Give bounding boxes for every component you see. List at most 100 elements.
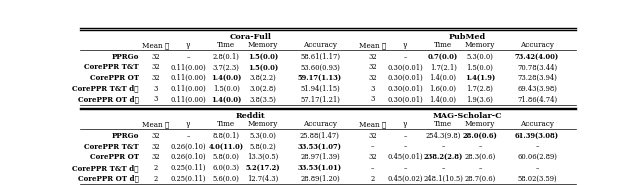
Text: CorePPR OT dℓ: CorePPR OT dℓ <box>78 95 139 103</box>
Text: Time: Time <box>217 41 235 49</box>
Text: 25.88(1.47): 25.88(1.47) <box>300 132 340 140</box>
Text: 5.8(0.2): 5.8(0.2) <box>250 143 276 151</box>
Text: –: – <box>403 143 407 151</box>
Text: 71.86(4.74): 71.86(4.74) <box>517 95 557 103</box>
Text: CorePPR OT: CorePPR OT <box>90 153 139 161</box>
Text: 0.26(0.10): 0.26(0.10) <box>170 143 206 151</box>
Text: Mean ℓ: Mean ℓ <box>359 41 386 49</box>
Text: 238.2(2.8): 238.2(2.8) <box>424 153 463 161</box>
Text: Time: Time <box>217 120 235 128</box>
Text: 0.25(0.11): 0.25(0.11) <box>170 164 206 172</box>
Text: 6.0(0.3): 6.0(0.3) <box>212 164 239 172</box>
Text: Mean ℓ: Mean ℓ <box>359 120 386 128</box>
Text: 1.4(1.9): 1.4(1.9) <box>465 74 495 82</box>
Text: 32: 32 <box>151 153 160 161</box>
Text: 3.8(3.5): 3.8(3.5) <box>250 95 276 103</box>
Text: 32: 32 <box>151 63 160 71</box>
Text: 58.61(1.17): 58.61(1.17) <box>300 53 340 61</box>
Text: γ: γ <box>186 120 190 128</box>
Text: Accuracy: Accuracy <box>520 41 554 49</box>
Text: 73.28(3.94): 73.28(3.94) <box>517 74 557 82</box>
Text: 2: 2 <box>154 164 157 172</box>
Text: 3: 3 <box>154 95 157 103</box>
Text: 28.89(1.20): 28.89(1.20) <box>300 175 340 183</box>
Text: 0.30(0.01): 0.30(0.01) <box>387 85 423 93</box>
Text: 1.6(0.0): 1.6(0.0) <box>429 85 456 93</box>
Text: 1.5(0.0): 1.5(0.0) <box>212 85 239 93</box>
Text: –: – <box>403 53 407 61</box>
Text: 5.3(0.0): 5.3(0.0) <box>467 53 493 61</box>
Text: Reddit: Reddit <box>236 112 266 120</box>
Text: 61.39(3.08): 61.39(3.08) <box>515 132 559 140</box>
Text: 32: 32 <box>368 74 377 82</box>
Text: Accuracy: Accuracy <box>303 41 337 49</box>
Text: Accuracy: Accuracy <box>520 120 554 128</box>
Text: 2.8(0.1): 2.8(0.1) <box>212 53 239 61</box>
Text: 28.3(0.6): 28.3(0.6) <box>465 153 495 161</box>
Text: Memory: Memory <box>248 41 278 49</box>
Text: 58.02(3.59): 58.02(3.59) <box>517 175 557 183</box>
Text: PPRGo: PPRGo <box>111 132 139 140</box>
Text: 5.8(0.0): 5.8(0.0) <box>212 153 239 161</box>
Text: 33.53(1.07): 33.53(1.07) <box>298 143 342 151</box>
Text: 0.11(0.00): 0.11(0.00) <box>170 95 206 103</box>
Text: 0.30(0.01): 0.30(0.01) <box>387 74 423 82</box>
Text: 33.53(1.01): 33.53(1.01) <box>298 164 342 172</box>
Text: Cora-Full: Cora-Full <box>230 33 271 41</box>
Text: 1.4(0.0): 1.4(0.0) <box>211 74 241 82</box>
Text: Time: Time <box>434 41 452 49</box>
Text: 28.7(0.6): 28.7(0.6) <box>465 175 495 183</box>
Text: –: – <box>186 132 190 140</box>
Text: 13.3(0.5): 13.3(0.5) <box>247 153 278 161</box>
Text: 73.42(4.00): 73.42(4.00) <box>515 53 559 61</box>
Text: 69.43(3.98): 69.43(3.98) <box>517 85 557 93</box>
Text: 0.7(0.0): 0.7(0.0) <box>428 53 458 61</box>
Text: 248.1(10.5): 248.1(10.5) <box>423 175 463 183</box>
Text: 32: 32 <box>151 132 160 140</box>
Text: –: – <box>371 143 374 151</box>
Text: 1.9(3.6): 1.9(3.6) <box>467 95 493 103</box>
Text: Mean ℓ: Mean ℓ <box>142 120 169 128</box>
Text: –: – <box>442 143 445 151</box>
Text: 51.94(1.15): 51.94(1.15) <box>300 85 340 93</box>
Text: γ: γ <box>403 41 407 49</box>
Text: 32: 32 <box>368 132 377 140</box>
Text: Mean ℓ: Mean ℓ <box>142 41 169 49</box>
Text: 70.78(3.44): 70.78(3.44) <box>517 63 557 71</box>
Text: 1.4(0.0): 1.4(0.0) <box>429 95 456 103</box>
Text: 3: 3 <box>154 85 157 93</box>
Text: 0.11(0.00): 0.11(0.00) <box>170 85 206 93</box>
Text: –: – <box>535 143 539 151</box>
Text: 12.7(4.3): 12.7(4.3) <box>247 175 278 183</box>
Text: Accuracy: Accuracy <box>303 120 337 128</box>
Text: 0.25(0.11): 0.25(0.11) <box>170 175 206 183</box>
Text: –: – <box>478 164 482 172</box>
Text: CorePPR OT dℓ: CorePPR OT dℓ <box>78 175 139 183</box>
Text: CorePPR T&T dℓ: CorePPR T&T dℓ <box>72 164 139 172</box>
Text: 28.0(0.6): 28.0(0.6) <box>463 132 497 140</box>
Text: 57.17(1.21): 57.17(1.21) <box>300 95 340 103</box>
Text: 32: 32 <box>151 74 160 82</box>
Text: 254.3(9.8): 254.3(9.8) <box>426 132 461 140</box>
Text: –: – <box>442 164 445 172</box>
Text: Time: Time <box>434 120 452 128</box>
Text: 1.4(0.0): 1.4(0.0) <box>211 95 241 103</box>
Text: –: – <box>403 164 407 172</box>
Text: MAG-Scholar-C: MAG-Scholar-C <box>433 112 502 120</box>
Text: 1.7(2.1): 1.7(2.1) <box>429 63 456 71</box>
Text: 0.30(0.01): 0.30(0.01) <box>387 95 423 103</box>
Text: 0.30(0.01): 0.30(0.01) <box>387 63 423 71</box>
Text: 0.11(0.00): 0.11(0.00) <box>170 74 206 82</box>
Text: –: – <box>186 53 190 61</box>
Text: Memory: Memory <box>465 41 495 49</box>
Text: 1.5(0.0): 1.5(0.0) <box>248 63 278 71</box>
Text: 1.5(0.0): 1.5(0.0) <box>467 63 493 71</box>
Text: 0.26(0.10): 0.26(0.10) <box>170 153 206 161</box>
Text: CorePPR OT: CorePPR OT <box>90 74 139 82</box>
Text: –: – <box>535 164 539 172</box>
Text: –: – <box>403 132 407 140</box>
Text: 32: 32 <box>151 53 160 61</box>
Text: –: – <box>478 143 482 151</box>
Text: CorePPR T&T dℓ: CorePPR T&T dℓ <box>72 85 139 93</box>
Text: 28.97(1.39): 28.97(1.39) <box>300 153 340 161</box>
